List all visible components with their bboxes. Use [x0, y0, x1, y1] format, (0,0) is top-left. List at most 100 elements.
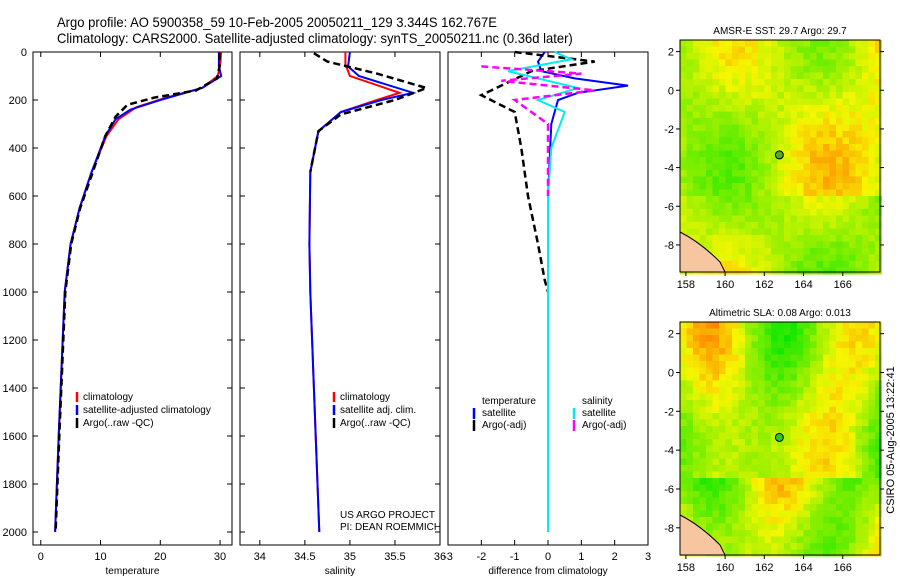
- map-cell: [732, 150, 739, 158]
- map-cell: [725, 458, 733, 466]
- map-cell: [758, 144, 765, 151]
- map-cell: [823, 523, 830, 531]
- map-cell: [764, 504, 772, 511]
- map-cell: [875, 452, 882, 459]
- map-cell: [829, 471, 837, 479]
- map-cell: [745, 170, 752, 177]
- map-cell: [797, 328, 804, 336]
- map-cell: [732, 361, 739, 368]
- map-cell: [855, 348, 863, 355]
- map-frame: [679, 39, 881, 273]
- x-tick-label: 2: [612, 551, 618, 563]
- legend-title: temperature: [482, 396, 536, 407]
- map-cell: [777, 124, 785, 132]
- map-cell: [719, 367, 726, 375]
- map-cell: [686, 426, 694, 433]
- map-cell: [868, 170, 876, 177]
- map-cell: [849, 354, 856, 362]
- map-cell: [686, 92, 694, 99]
- map-cell: [803, 471, 811, 479]
- map-cell: [699, 137, 707, 145]
- map-cell: [790, 400, 798, 407]
- map-cell: [751, 432, 759, 440]
- map-cell: [849, 261, 856, 268]
- map-cell: [693, 150, 700, 158]
- map-cell: [784, 458, 791, 466]
- map-cell: [738, 267, 746, 275]
- map-cell: [719, 478, 726, 485]
- map-cell: [706, 228, 713, 236]
- map-cell: [732, 163, 739, 171]
- map-cell: [712, 183, 720, 190]
- map-cell: [868, 445, 876, 453]
- map-cell: [706, 322, 713, 329]
- map-cell: [751, 543, 759, 550]
- map-cell: [771, 458, 778, 466]
- map-cell: [784, 328, 791, 336]
- map-cell: [777, 387, 785, 394]
- map-title: AMSR-E SST: 29.7 Argo: 29.7: [713, 26, 847, 37]
- map-cell: [751, 215, 759, 223]
- map-cell: [732, 66, 739, 73]
- map-cell: [862, 267, 869, 275]
- map-cell: [816, 241, 824, 249]
- map-cell: [810, 465, 817, 472]
- map-cell: [829, 354, 837, 362]
- map-cell: [810, 183, 817, 190]
- map-cell: [803, 46, 811, 54]
- map-cell: [842, 341, 850, 349]
- map-cell: [823, 105, 830, 112]
- map-cell: [862, 328, 869, 336]
- map-cell: [862, 400, 869, 407]
- map-cell: [771, 348, 778, 355]
- map-cell: [829, 549, 837, 557]
- map-cell: [829, 536, 837, 544]
- map-cell: [719, 254, 726, 262]
- map-cell: [797, 157, 804, 164]
- map-cell: [686, 504, 694, 511]
- map-cell: [725, 98, 733, 106]
- map-cell: [868, 40, 876, 47]
- map-cell: [816, 267, 824, 275]
- map-cell: [862, 504, 869, 511]
- map-cell: [712, 163, 720, 171]
- map-cell: [797, 85, 804, 93]
- map-cell: [719, 157, 726, 164]
- map-cell: [810, 79, 817, 86]
- map-cell: [777, 176, 785, 184]
- map-cell: [855, 209, 863, 216]
- map-cell: [829, 163, 837, 171]
- map-cell: [693, 92, 700, 99]
- map-cell: [816, 202, 824, 210]
- map-cell: [829, 445, 837, 453]
- map-cell: [816, 322, 824, 329]
- map-cell: [712, 85, 720, 93]
- x-tick-label: 1: [578, 551, 584, 563]
- map-cell: [862, 361, 869, 368]
- map-cell: [810, 426, 817, 433]
- map-cell: [790, 530, 798, 537]
- map-cell: [875, 322, 882, 329]
- map-cell: [803, 144, 811, 151]
- map-cell: [751, 426, 759, 433]
- map-cell: [777, 59, 785, 67]
- map-cell: [699, 66, 707, 73]
- map-cell: [849, 484, 856, 492]
- map-cell: [823, 543, 830, 550]
- map-cell: [875, 341, 882, 349]
- map-cell: [758, 341, 765, 349]
- map-cell: [758, 228, 765, 236]
- map-cell: [784, 46, 791, 54]
- map-cell: [758, 419, 765, 427]
- map-cell: [738, 439, 746, 446]
- map-cell: [875, 118, 882, 125]
- map-cell: [790, 176, 798, 184]
- map-cell: [829, 215, 837, 223]
- map-cell: [771, 549, 778, 557]
- map-cell: [719, 209, 726, 216]
- map-cell: [823, 124, 830, 132]
- map-cell: [849, 543, 856, 550]
- map-cell: [797, 196, 804, 203]
- map-cell: [751, 367, 759, 375]
